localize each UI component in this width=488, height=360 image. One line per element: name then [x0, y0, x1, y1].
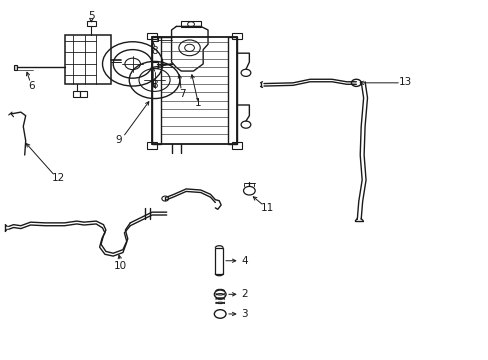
Bar	[152, 36, 158, 41]
Text: 12: 12	[52, 173, 65, 183]
Bar	[232, 33, 242, 39]
Bar	[152, 63, 158, 68]
Bar	[232, 143, 242, 149]
Bar	[147, 33, 157, 39]
Bar	[14, 65, 18, 70]
Bar	[215, 248, 223, 274]
Text: 2: 2	[241, 289, 247, 299]
Text: 7: 7	[179, 89, 185, 99]
Bar	[181, 21, 201, 27]
Bar	[87, 21, 96, 26]
Bar	[228, 37, 237, 144]
Bar	[73, 91, 80, 97]
Text: 6: 6	[28, 81, 35, 91]
Text: 11: 11	[261, 203, 274, 213]
Text: 9: 9	[116, 135, 122, 145]
Text: 8: 8	[151, 80, 158, 90]
Bar	[152, 37, 161, 144]
Bar	[152, 37, 237, 144]
Text: 10: 10	[114, 261, 127, 271]
Text: 13: 13	[398, 77, 411, 87]
Text: 8: 8	[151, 46, 158, 57]
Text: 1: 1	[195, 98, 201, 108]
Text: 3: 3	[241, 309, 247, 319]
Text: 5: 5	[88, 11, 95, 21]
Text: 4: 4	[241, 256, 247, 266]
Bar	[147, 143, 157, 149]
Bar	[64, 35, 111, 84]
Bar	[80, 91, 87, 97]
